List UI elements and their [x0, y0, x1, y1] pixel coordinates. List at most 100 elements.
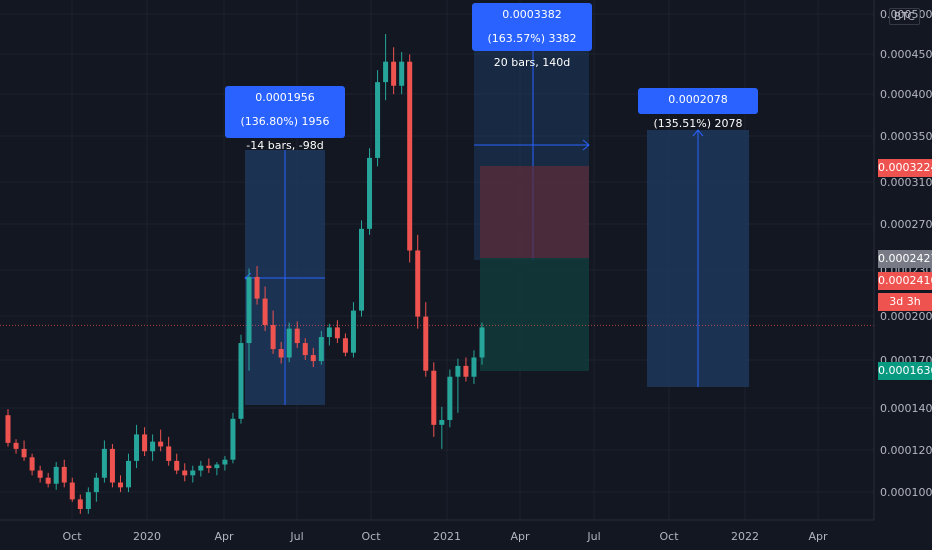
candle	[182, 463, 188, 482]
price-tag: 0.0001630	[878, 362, 932, 380]
candle	[174, 453, 180, 475]
candle-body	[134, 434, 140, 461]
price-tag: 3d 3h	[878, 293, 932, 311]
candle-body	[310, 355, 316, 362]
measure-right-range[interactable]	[647, 129, 749, 387]
candle-body	[61, 466, 67, 483]
y-tick-label: 0.0001000	[880, 486, 932, 499]
candle-body	[270, 325, 276, 350]
candle	[61, 459, 67, 488]
candle	[109, 444, 115, 488]
candle	[254, 266, 260, 305]
candle-body	[342, 338, 348, 353]
candle	[53, 462, 59, 490]
candle-body	[318, 337, 324, 362]
candle	[262, 286, 268, 332]
drawings[interactable]	[0, 50, 874, 405]
candle-body	[13, 442, 19, 449]
candle	[230, 412, 236, 464]
candle	[463, 357, 469, 382]
candle-body	[109, 448, 115, 483]
x-tick-label: Oct	[62, 530, 82, 543]
candle	[399, 52, 405, 95]
candle	[158, 429, 164, 452]
candle	[93, 472, 99, 502]
candle	[455, 358, 461, 413]
candle-body	[29, 457, 35, 471]
candle	[342, 333, 348, 357]
candle	[286, 322, 292, 363]
x-axis[interactable]: Oct 2020 Apr Jul Oct 2021 Apr Jul Oct 2022 Apr	[0, 519, 874, 543]
candle	[190, 465, 196, 483]
short-stop-zone	[480, 166, 589, 258]
candle-body	[45, 477, 51, 484]
candle	[270, 310, 276, 354]
candle	[206, 458, 212, 473]
candle-body	[447, 376, 453, 421]
x-tick-label: Oct	[659, 530, 679, 543]
x-tick-label: Apr	[510, 530, 530, 543]
candle-body	[286, 328, 292, 358]
candle	[166, 436, 172, 466]
currency-badge[interactable]: BTC	[888, 8, 920, 25]
measure-right-line1: 0.0002078 (135.51%) 2078	[653, 93, 743, 130]
candle	[407, 54, 413, 263]
candle	[447, 369, 453, 428]
measure-left-callout[interactable]: 0.0001956 (136.80%) 1956 -14 bars, -98d	[225, 86, 345, 152]
candle-body	[21, 448, 27, 458]
candle	[439, 406, 445, 449]
candle	[278, 341, 284, 364]
candle-body	[431, 370, 437, 425]
candle	[479, 322, 485, 365]
candle	[246, 268, 252, 371]
candle	[222, 456, 228, 471]
x-tick-label: 2020	[133, 530, 161, 543]
candle-body	[206, 465, 212, 469]
candle-body	[77, 499, 83, 509]
candle-body	[399, 61, 405, 86]
measure-mid-callout[interactable]: 0.0003382 (163.57%) 3382 20 bars, 140d	[472, 3, 592, 69]
short-position[interactable]	[480, 166, 589, 371]
candle-body	[350, 310, 356, 353]
measure-right-arrow	[692, 129, 704, 137]
candle-body	[479, 327, 485, 358]
candle-body	[302, 343, 308, 356]
candle	[29, 453, 35, 476]
candle-body	[37, 470, 43, 478]
candle	[423, 302, 429, 377]
candle-body	[222, 459, 228, 465]
candle	[367, 148, 373, 235]
candle	[198, 460, 204, 477]
candle	[134, 424, 140, 469]
candle-body	[254, 276, 260, 299]
candle-body	[423, 316, 429, 371]
candle	[375, 70, 381, 167]
candle	[326, 323, 332, 346]
candle	[101, 440, 107, 483]
measure-right-callout[interactable]: 0.0002078 (135.51%) 2078	[638, 88, 758, 130]
candle-body	[85, 492, 91, 509]
candle	[13, 439, 19, 454]
candle-body	[246, 276, 252, 344]
candle-body	[93, 477, 99, 493]
candle	[318, 331, 324, 365]
candle-body	[294, 328, 300, 344]
candle	[294, 321, 300, 348]
candle	[391, 47, 397, 95]
candle	[302, 338, 308, 360]
candle	[142, 427, 148, 457]
candle-body	[117, 482, 123, 488]
candle-body	[174, 460, 180, 471]
candle	[358, 220, 364, 317]
candle-body	[5, 415, 11, 443]
candle-body	[375, 82, 381, 158]
price-tag: 0.0003224	[878, 159, 932, 177]
